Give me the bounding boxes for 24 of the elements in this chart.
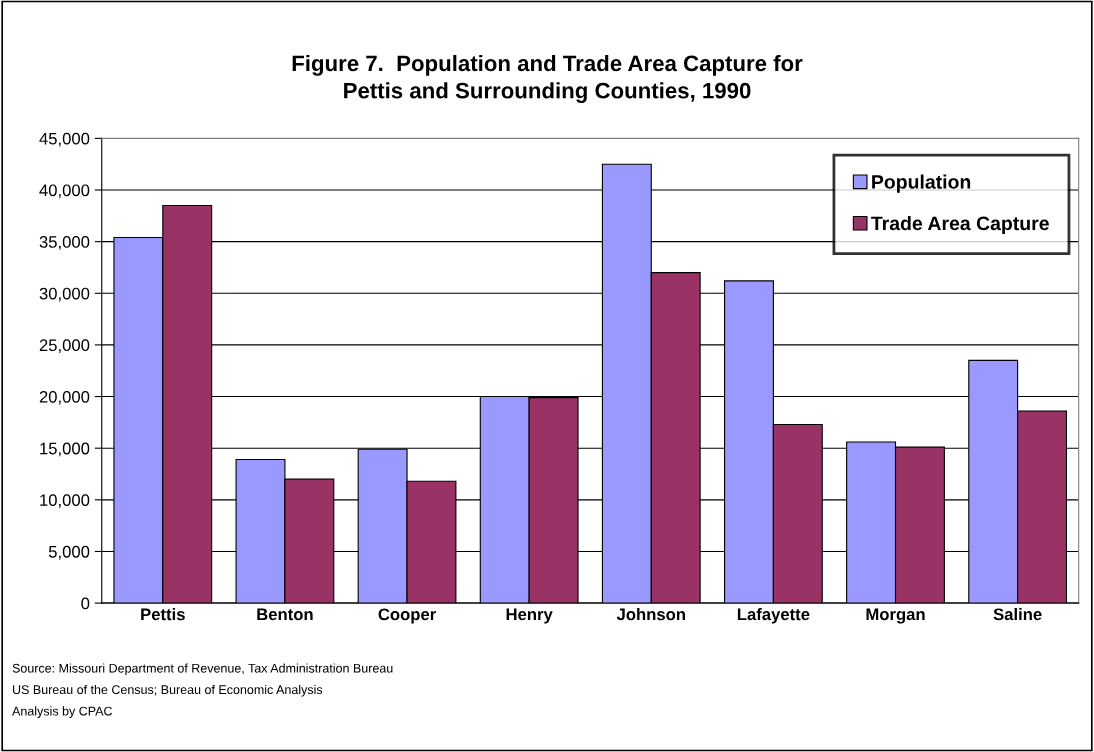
x-tick-label: Henry: [506, 608, 553, 624]
y-tick-label: 40,000: [39, 184, 90, 199]
y-tick-label: 25,000: [39, 339, 90, 354]
legend-label: Population: [872, 174, 971, 193]
legend-label: Trade Area Capture: [871, 215, 1049, 235]
y-tick-label: 45,000: [39, 132, 90, 147]
text: US Bureau of the Census; Bureau of Economic Analysis: [13, 684, 323, 697]
y-tick-label: 20,000: [39, 390, 90, 405]
x-tick-label: Saline: [993, 607, 1042, 621]
text: Analysis by CPAC: [12, 706, 113, 718]
y-tick-label: 10,000: [40, 494, 90, 508]
x-tick-label: Cooper: [378, 608, 436, 624]
source-note: Source: Missouri Department of Revenue, Tax Administration Bureau: [12, 663, 393, 676]
chart-title: Figure 7. Population and Trade Area Capture for Pettis and Surrounding Counties, 1990: [292, 54, 803, 103]
x-tick-label: Morgan: [866, 608, 925, 624]
y-tick-label: 15,000: [40, 442, 90, 457]
y-tick-label: 0: [81, 597, 90, 610]
x-tick-label: Johnson: [616, 607, 685, 621]
y-tick-label: 5,000: [48, 545, 90, 560]
x-tick-label: Pettis: [141, 607, 185, 621]
x-tick-label: Lafayette: [737, 607, 810, 624]
x-tick-label: Benton: [257, 608, 313, 621]
y-tick-label: 30,000: [39, 287, 90, 302]
y-tick-label: 35,000: [39, 236, 90, 250]
